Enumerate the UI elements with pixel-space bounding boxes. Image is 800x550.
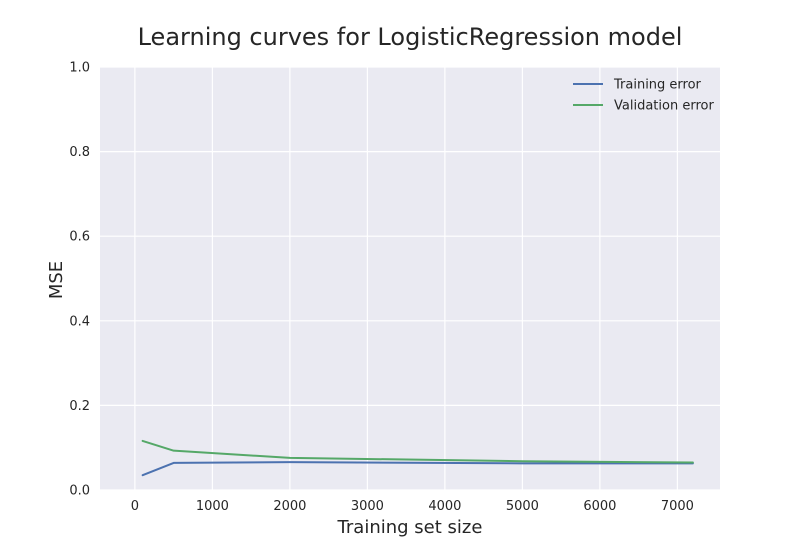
y-tick-label: 0.8	[69, 145, 90, 160]
x-tick-label: 0	[131, 499, 139, 514]
series-line-training-error	[141, 461, 694, 477]
series-lines	[141, 439, 694, 477]
y-axis-label: MSE	[46, 261, 67, 299]
series-line-validation-error	[141, 439, 694, 464]
legend-label-validation-error: Validation error	[614, 99, 714, 114]
legend: Training error Validation error	[573, 78, 714, 114]
grid-lines	[100, 66, 720, 491]
y-tick-label: 0.4	[69, 314, 90, 329]
y-tick-label: 0.2	[69, 399, 90, 414]
x-tick-label: 6000	[583, 499, 616, 514]
y-tick-label: 0.0	[69, 484, 90, 499]
axis-ticks: 0 1000 2000 3000 4000 5000 6000 7000 0.0 0.2 0.4 0.…	[69, 61, 694, 515]
x-tick-label: 3000	[351, 499, 384, 514]
chart-title: Learning curves for LogisticRegression m…	[138, 23, 683, 51]
x-axis-label: Training set size	[337, 517, 483, 538]
x-tick-label: 4000	[428, 499, 461, 514]
plot-area	[100, 67, 720, 490]
legend-label-training-error: Training error	[613, 78, 702, 93]
y-tick-label: 1.0	[69, 61, 90, 76]
x-tick-label: 7000	[661, 499, 694, 514]
x-tick-label: 1000	[196, 499, 229, 514]
x-tick-label: 2000	[273, 499, 306, 514]
x-tick-label: 5000	[506, 499, 539, 514]
y-tick-label: 0.6	[69, 230, 90, 245]
